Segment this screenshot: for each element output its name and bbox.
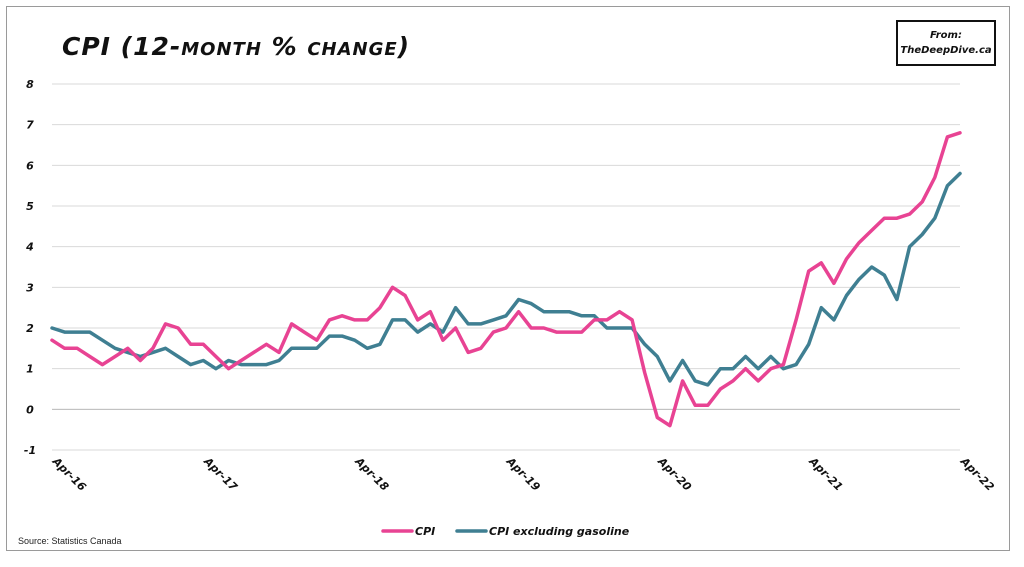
source-credit-box: From: TheDeepDive.ca [896,20,996,66]
y-tick-label: 3 [26,281,34,294]
y-tick-label: 6 [26,159,34,172]
series-line-cpi-excluding-gasoline [50,171,962,387]
chart-frame [6,6,1010,551]
x-tick-label: Apr-17 [201,454,241,494]
source-credit-line2: TheDeepDive.ca [900,45,992,56]
x-tick-label: Apr-22 [957,454,997,494]
y-tick-label: 7 [26,119,34,132]
legend-label-cpi: CPI [415,525,435,538]
y-tick-label: 4 [25,241,34,254]
x-tick-label: Apr-19 [503,454,543,494]
y-tick-label: 0 [26,403,34,416]
source-credit-line1: From: [930,30,962,41]
series-line-cpi [50,131,962,428]
x-tick-label: Apr-18 [352,454,392,494]
y-tick-label: 5 [26,200,34,213]
x-tick-label: Apr-20 [655,454,695,494]
x-tick-label: Apr-21 [806,454,845,493]
y-tick-label: -1 [24,444,36,457]
y-tick-label: 2 [26,322,34,335]
y-tick-label: 1 [26,363,34,376]
legend-label-cpi-excluding-gasoline: CPI excluding gasoline [489,525,630,538]
x-tick-label: Apr-16 [49,454,89,494]
chart-title: CPI (12-month % change) [62,32,411,61]
y-tick-label: 8 [26,78,34,91]
data-source-note: Source: Statistics Canada [18,536,122,546]
